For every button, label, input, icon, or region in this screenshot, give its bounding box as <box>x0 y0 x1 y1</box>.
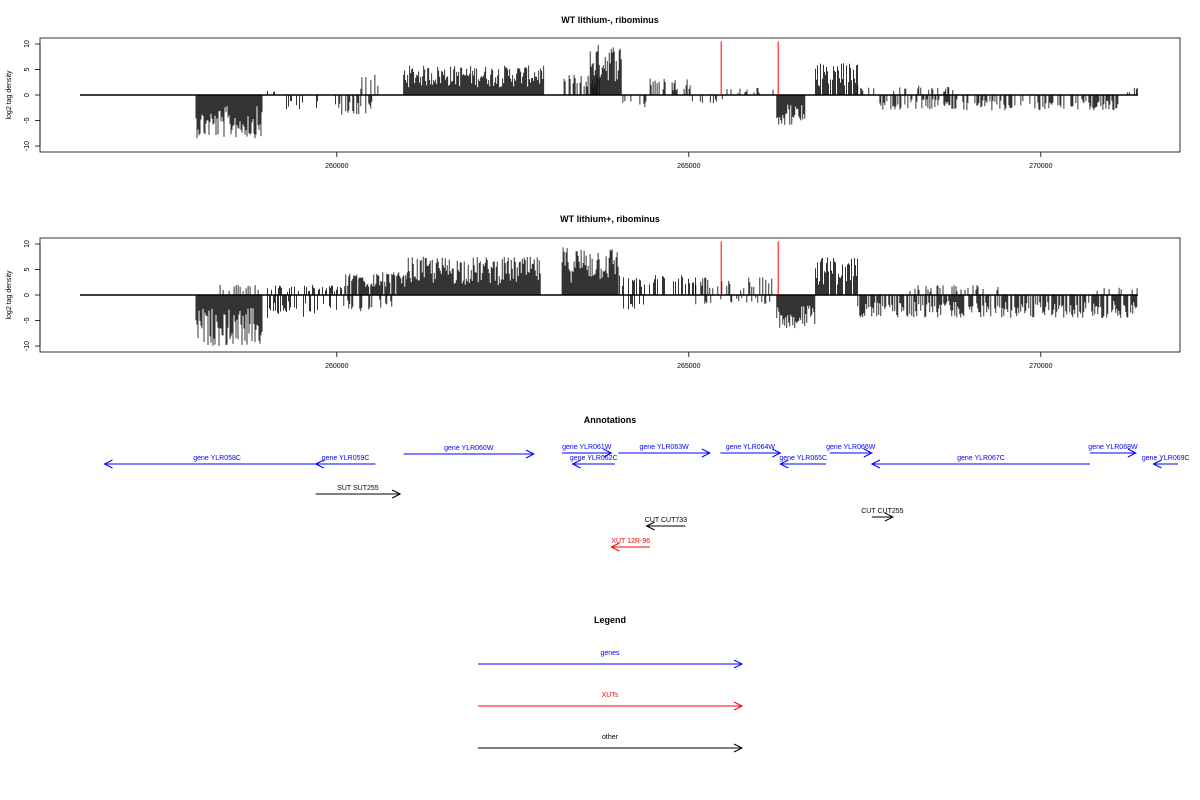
panel-title: WT lithium-, ribominus <box>561 15 659 25</box>
x-tick-label: 270000 <box>1029 363 1052 370</box>
y-tick-label: -5 <box>24 117 31 123</box>
annotations-title: Annotations <box>584 415 637 425</box>
signal-bar-group <box>195 247 1138 346</box>
feature-label: CUT CUT733 <box>645 517 687 524</box>
feature-arrow <box>562 448 613 458</box>
y-tick-label: -10 <box>24 141 31 151</box>
feature-label: gene YLR068W <box>1088 444 1138 451</box>
feature-arrow <box>618 448 712 458</box>
x-tick-label: 260000 <box>325 363 348 370</box>
y-tick-label: 10 <box>24 240 31 248</box>
feature-arrow <box>571 459 615 469</box>
legend-label: other <box>602 734 619 741</box>
feature-arrow <box>1090 448 1137 458</box>
feature-arrow <box>720 448 782 458</box>
legend-label: XUTs <box>602 692 619 699</box>
x-tick-label: 265000 <box>677 363 700 370</box>
y-axis: 10 5 0 -5 -10 <box>24 40 41 151</box>
y-tick-label: 5 <box>24 67 31 71</box>
y-tick-label: 0 <box>24 93 31 97</box>
y-tick-label: 0 <box>24 293 31 297</box>
y-axis-label: log2 tag density <box>6 270 13 320</box>
feature-arrow <box>103 459 330 469</box>
feature-label: gene YLR066W <box>826 444 876 451</box>
track-panel-lithium-plus: WT lithium+, ribominus log2 tag density … <box>6 214 1181 370</box>
feature-arrow <box>871 512 895 522</box>
y-tick-label: 5 <box>24 267 31 271</box>
legend-label: genes <box>600 650 620 657</box>
signal-bars <box>80 45 1138 139</box>
x-axis: 260000 265000 270000 <box>325 152 1053 170</box>
annotation-features: gene YLR058C gene YLR059C gene YLR060W gene… <box>103 444 1190 552</box>
legend-arrow <box>478 701 744 711</box>
feature-label: CUT CUT255 <box>861 508 903 515</box>
feature-arrow <box>315 489 402 499</box>
feature-label: XUT 12R-96 <box>611 538 650 545</box>
y-axis: 10 5 0 -5 -10 <box>24 240 41 351</box>
legend-arrow <box>478 743 744 753</box>
track-panel-lithium-minus: WT lithium-, ribominus log2 tag density … <box>6 15 1181 170</box>
y-tick-label: 10 <box>24 40 31 48</box>
feature-arrow <box>829 448 873 458</box>
legend: Legend genes XUTs other <box>478 615 744 753</box>
y-tick-label: -10 <box>24 341 31 351</box>
feature-arrow <box>1152 459 1178 469</box>
x-axis: 260000 265000 270000 <box>325 352 1053 370</box>
red-spikes <box>720 41 779 95</box>
feature-label: gene YLR062C <box>570 455 618 462</box>
feature-label: gene YLR064W <box>726 444 776 451</box>
panel-title: WT lithium+, ribominus <box>560 214 660 224</box>
red-spikes <box>720 241 779 295</box>
feature-label: gene YLR067C <box>957 455 1005 462</box>
feature-arrow <box>870 459 1091 469</box>
feature-label: gene YLR063W <box>640 444 690 451</box>
feature-label: gene YLR065C <box>779 455 827 462</box>
feature-label: gene YLR061W <box>562 444 612 451</box>
feature-arrow <box>403 449 536 459</box>
y-axis-label: log2 tag density <box>6 70 13 120</box>
feature-arrow <box>779 459 827 469</box>
feature-label: gene YLR060W <box>444 445 494 452</box>
feature-label: SUT SUT255 <box>337 485 379 492</box>
signal-bars <box>80 247 1138 346</box>
feature-label: gene YLR058C <box>193 455 241 462</box>
feature-arrow <box>610 542 651 552</box>
feature-label: gene YLR059C <box>322 455 370 462</box>
legend-arrow <box>478 659 744 669</box>
signal-bar-group <box>195 45 1138 139</box>
x-tick-label: 265000 <box>677 163 700 170</box>
legend-title: Legend <box>594 615 626 625</box>
y-tick-label: -5 <box>24 317 31 323</box>
legend-items: genes XUTs other <box>478 650 744 753</box>
x-tick-label: 270000 <box>1029 163 1052 170</box>
x-tick-label: 260000 <box>325 163 348 170</box>
feature-arrow <box>645 521 686 531</box>
feature-arrow <box>314 459 376 469</box>
feature-label: gene YLR069C <box>1142 455 1190 462</box>
annotations-track: Annotations gene YLR058C gene YLR059Cgene… <box>103 415 1190 552</box>
